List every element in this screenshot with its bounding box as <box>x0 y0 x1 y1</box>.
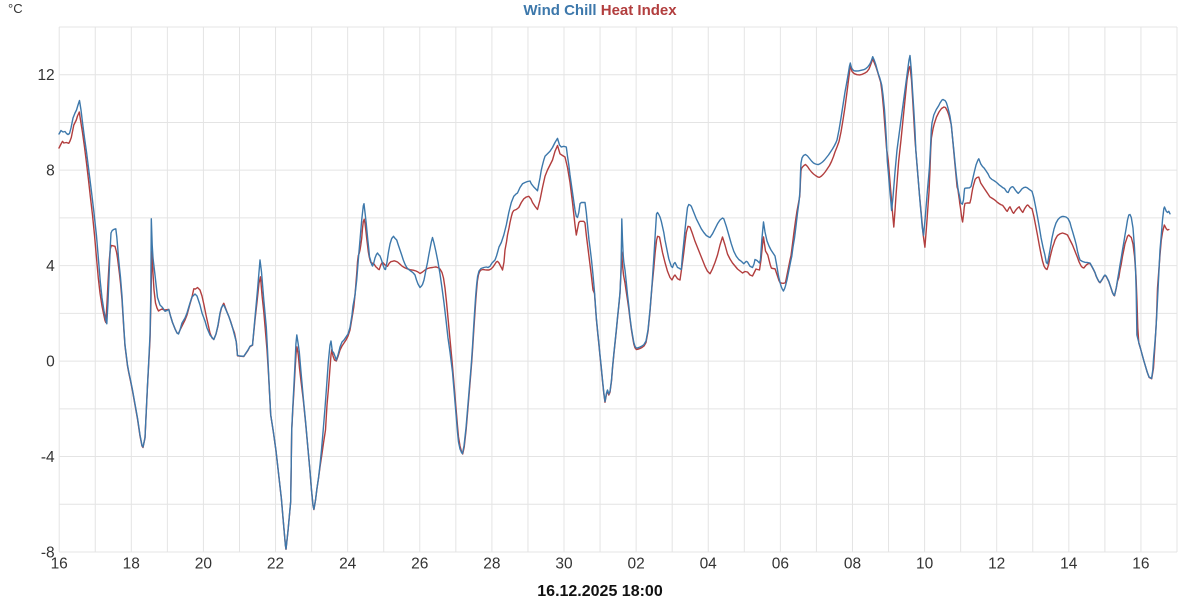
svg-text:08: 08 <box>844 556 861 573</box>
svg-text:20: 20 <box>195 556 213 573</box>
svg-text:16: 16 <box>51 556 68 573</box>
svg-text:04: 04 <box>700 556 718 573</box>
svg-text:06: 06 <box>772 556 789 573</box>
svg-text:-8: -8 <box>41 545 55 562</box>
svg-text:-4: -4 <box>41 449 55 466</box>
svg-text:10: 10 <box>916 556 934 573</box>
svg-text:18: 18 <box>123 556 140 573</box>
svg-text:02: 02 <box>627 556 644 573</box>
svg-text:28: 28 <box>483 556 500 573</box>
svg-text:16: 16 <box>1132 556 1149 573</box>
svg-text:0: 0 <box>46 354 55 371</box>
svg-text:30: 30 <box>555 556 573 573</box>
svg-text:22: 22 <box>267 556 284 573</box>
svg-text:4: 4 <box>46 258 55 275</box>
svg-text:12: 12 <box>988 556 1005 573</box>
svg-text:14: 14 <box>1060 556 1078 573</box>
svg-text:8: 8 <box>46 163 55 180</box>
svg-text:24: 24 <box>339 556 357 573</box>
svg-text:12: 12 <box>37 67 54 84</box>
svg-text:26: 26 <box>411 556 428 573</box>
